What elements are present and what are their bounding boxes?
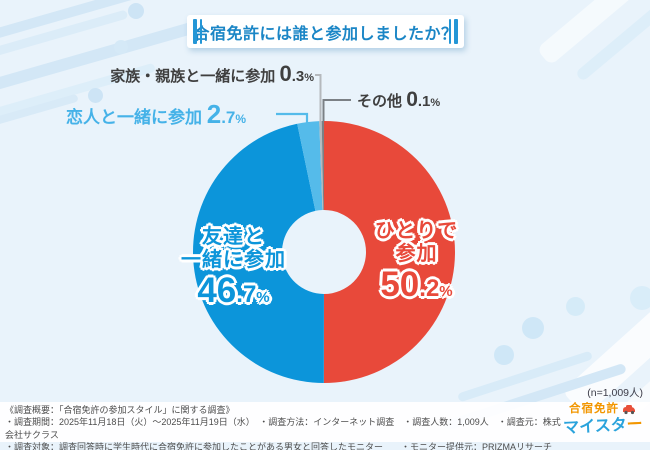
label-alone-line2: 参加: [395, 243, 438, 265]
brand-logo: 合宿免許 マイスター: [559, 403, 647, 437]
label-friends-value: 46.7%: [197, 271, 270, 310]
leader-line-lover: [276, 112, 309, 123]
pie-slice-3: [319, 121, 324, 211]
label-alone-value: 50.2%: [380, 265, 453, 304]
survey-summary-line2: ・調査期間：2025年11月18日（火）～2025年11月19日（水） ・調査方…: [5, 417, 561, 440]
survey-summary-line1: 《調査概要：「合宿免許の参加スタイル」に関する調査》: [5, 405, 235, 415]
label-lover-text: 恋人と一緒に参加: [66, 108, 202, 127]
label-other-value: 0.1%: [406, 88, 441, 111]
leader-line-other: [322, 99, 351, 121]
label-alone-line1: ひとりで: [374, 220, 459, 242]
label-other: その他 0.1%: [357, 88, 440, 112]
label-friends-line1: 友達と: [202, 226, 265, 248]
label-friends: 友達と 一緒に参加 46.7%: [146, 226, 321, 314]
title-right-bars: [449, 19, 458, 44]
logo-name-top: 合宿免許: [569, 403, 619, 415]
survey-summary-line3: ・調査対象：調査回答時に学生時代に合宿免許に参加したことがある男女と回答したモニ…: [5, 441, 553, 450]
logo-name-bottom: マイスタ: [562, 416, 628, 437]
title-left-bars: [193, 19, 202, 44]
label-family-value: 0.3%: [279, 61, 314, 86]
pie-slice-1: [193, 123, 324, 383]
survey-summary: 《調査概要：「合宿免許の参加スタイル」に関する調査》 ・調査期間：2025年11…: [5, 404, 565, 450]
label-alone: ひとりで 参加 50.2%: [334, 220, 499, 308]
sample-size-note: (n=1,009人): [587, 387, 643, 399]
label-family: 家族・親族と一緒に参加 0.3%: [0, 61, 314, 87]
label-other-text: その他: [357, 93, 403, 110]
car-icon: [623, 405, 635, 415]
chart-title-box: 合宿免許には誰と参加しましたか？: [187, 15, 464, 48]
title-bar-icon: [200, 19, 202, 44]
leader-line-family: [315, 74, 322, 122]
title-bar-icon: [449, 19, 451, 44]
label-friends-line2: 一緒に参加: [181, 249, 286, 271]
page-title: 合宿免許には誰と参加しましたか？: [193, 25, 458, 43]
pie-slices: [193, 121, 455, 384]
label-lover: 恋人と一緒に参加 2.7%: [66, 99, 246, 130]
label-lover-value: 2.7%: [206, 99, 247, 129]
title-bar-icon: [454, 19, 458, 44]
pie-slice-0: [323, 121, 455, 384]
label-family-text: 家族・親族と一緒に参加: [110, 68, 276, 85]
title-bar-icon: [193, 19, 197, 44]
logo-name-tail: ー: [626, 415, 644, 434]
pie-slice-2: [297, 121, 323, 211]
pie-slice-4: [321, 121, 324, 211]
